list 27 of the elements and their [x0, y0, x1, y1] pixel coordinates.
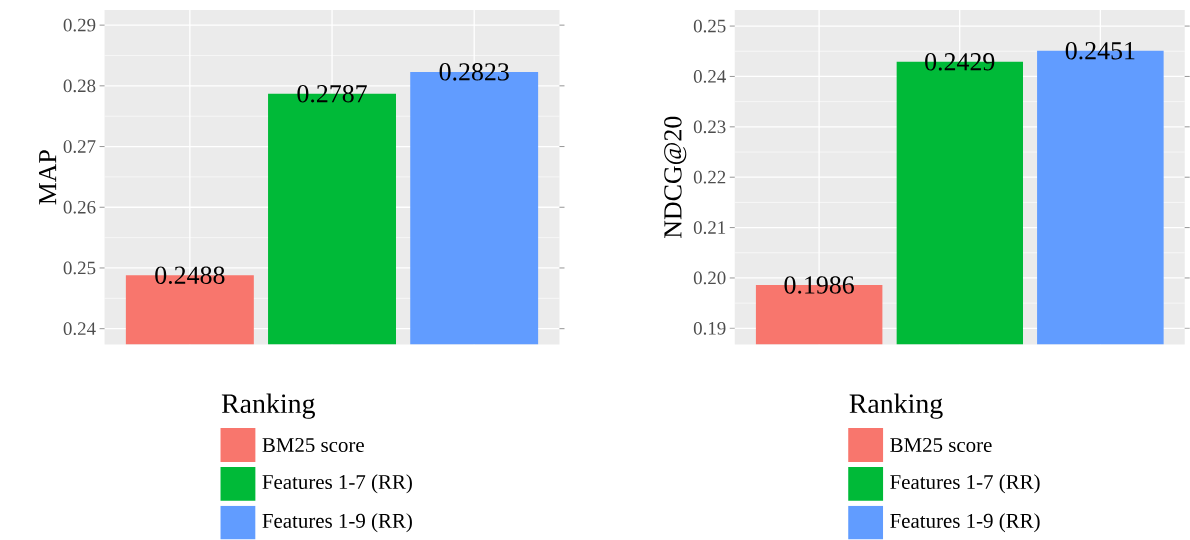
y-tick-label: 0.19: [693, 322, 726, 335]
legend-label: Features 1-7 (RR): [890, 474, 1040, 494]
legend-label: Features 1-9 (RR): [890, 513, 1040, 533]
y-tick-label: 0.24: [693, 70, 726, 84]
y-tick-label: 0.29: [63, 18, 96, 32]
data-label: 0.1986: [784, 276, 854, 294]
y-tick-label: 0.21: [693, 221, 726, 235]
data-label: 0.2488: [155, 266, 225, 285]
y-axis-title: NDCG@20: [664, 116, 687, 239]
y-axis-title: MAP: [39, 150, 57, 205]
legend-label: BM25 score: [262, 438, 364, 453]
legend-label: Features 1-9 (RR): [262, 513, 412, 533]
y-tick-label: 0.23: [693, 120, 726, 134]
y-tick-label: 0.25: [693, 19, 726, 33]
y-tick-label: 0.26: [63, 201, 96, 214]
y-tick-label: 0.24: [63, 322, 96, 336]
y-tick-label: 0.27: [63, 140, 96, 154]
y-tick-label: 0.28: [63, 79, 96, 93]
y-tick-label: 0.20: [693, 271, 726, 285]
legend-label: BM25 score: [890, 438, 992, 453]
legend-title: Ranking: [221, 393, 315, 420]
data-label: 0.2451: [1065, 42, 1135, 60]
legend-title: Ranking: [849, 393, 943, 420]
y-tick-label: 0.22: [693, 171, 726, 184]
legend-label: Features 1-7 (RR): [262, 474, 412, 494]
data-label: 0.2823: [439, 63, 509, 81]
y-tick-label: 0.25: [63, 261, 96, 275]
